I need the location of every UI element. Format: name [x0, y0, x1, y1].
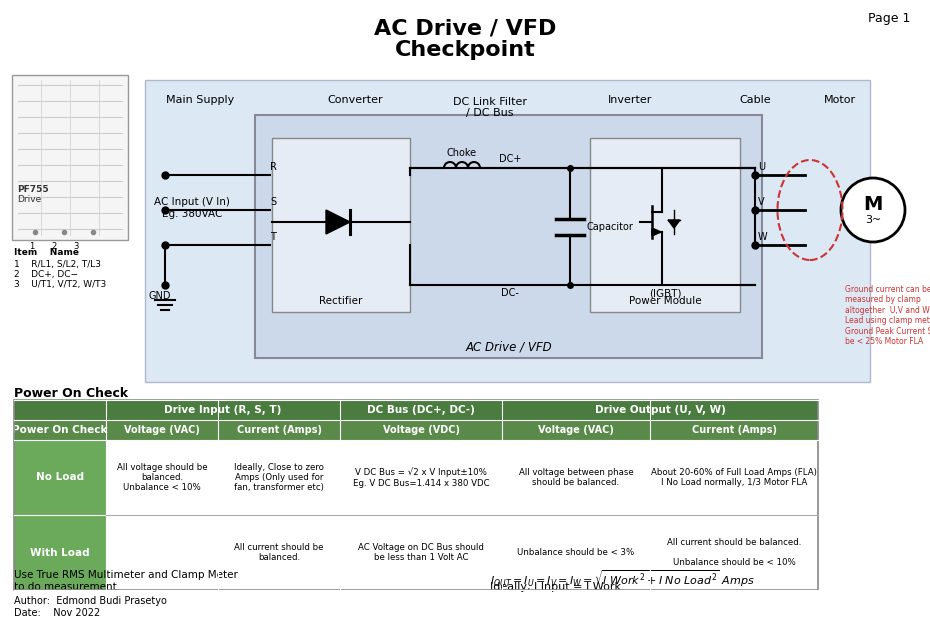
- Text: Author:  Edmond Budi Prasetyo: Author: Edmond Budi Prasetyo: [14, 596, 166, 606]
- Text: All current should be balanced.

Unbalance should be < 10%: All current should be balanced. Unbalanc…: [667, 538, 801, 567]
- Bar: [218, 440, 340, 515]
- Bar: [12, 75, 128, 240]
- Text: V: V: [758, 197, 764, 207]
- Text: (IGBT): (IGBT): [649, 288, 682, 298]
- Bar: [502, 400, 818, 420]
- Text: Drive Input (R, S, T): Drive Input (R, S, T): [165, 405, 282, 415]
- Text: Main Supply: Main Supply: [166, 95, 234, 105]
- Polygon shape: [652, 228, 661, 236]
- Text: R: R: [270, 162, 277, 172]
- Text: Ideally, I Input = I Work: Ideally, I Input = I Work: [490, 582, 621, 592]
- Text: T: T: [270, 232, 276, 242]
- Text: Page 1: Page 1: [868, 12, 910, 25]
- Text: DC Link Filter: DC Link Filter: [453, 97, 527, 107]
- Bar: [650, 515, 818, 590]
- Bar: [340, 440, 502, 515]
- Bar: [650, 440, 818, 515]
- Text: 3: 3: [73, 242, 79, 251]
- Text: Power Module: Power Module: [629, 296, 701, 306]
- Text: DC Bus (DC+, DC-): DC Bus (DC+, DC-): [367, 405, 475, 415]
- Text: Ground current can be
measured by clamp
altogether  U,V and W Motor
Lead using c: Ground current can be measured by clamp …: [845, 285, 930, 346]
- Text: Voltage (VAC): Voltage (VAC): [124, 425, 200, 435]
- Text: V DC Bus = √2 x V Input±10%
Eg. V DC Bus=1.414 x 380 VDC: V DC Bus = √2 x V Input±10% Eg. V DC Bus…: [352, 467, 489, 487]
- Text: AC Input (V In)
Eg. 380VAC: AC Input (V In) Eg. 380VAC: [154, 197, 230, 219]
- Text: Motor: Motor: [824, 95, 856, 105]
- Text: Rectifier: Rectifier: [319, 296, 363, 306]
- Text: About 20-60% of Full Load Amps (FLA)
I No Load normally, 1/3 Motor FLA: About 20-60% of Full Load Amps (FLA) I N…: [651, 468, 817, 487]
- Text: 1    R/L1, S/L2, T/L3: 1 R/L1, S/L2, T/L3: [14, 260, 101, 269]
- Text: PF755: PF755: [17, 185, 48, 194]
- Text: Capacitor: Capacitor: [586, 221, 633, 231]
- Text: DC-: DC-: [501, 288, 519, 298]
- Text: Power On Check: Power On Check: [12, 425, 108, 435]
- Text: All current should be
balanced.: All current should be balanced.: [234, 542, 324, 562]
- Bar: [340, 515, 502, 590]
- Text: Drive: Drive: [17, 195, 41, 204]
- Text: S: S: [270, 197, 276, 207]
- Text: Power On Check: Power On Check: [14, 387, 128, 400]
- Bar: [340, 400, 502, 420]
- Bar: [255, 115, 762, 358]
- Bar: [106, 400, 340, 420]
- Polygon shape: [668, 220, 680, 228]
- Text: Drive Output (U, V, W): Drive Output (U, V, W): [594, 405, 725, 415]
- Text: With Load: With Load: [30, 547, 90, 557]
- Text: 2: 2: [51, 242, 57, 251]
- Polygon shape: [326, 210, 350, 234]
- Text: / DC Bus: / DC Bus: [466, 108, 513, 118]
- Text: U: U: [758, 162, 765, 172]
- Text: GND: GND: [149, 291, 171, 301]
- Text: Choke: Choke: [447, 148, 477, 158]
- Bar: [502, 515, 650, 590]
- Text: Item    Name: Item Name: [14, 248, 79, 257]
- Text: All voltage should be
balanced.
Unbalance < 10%: All voltage should be balanced. Unbalanc…: [116, 463, 207, 492]
- Text: Use True RMS Multimeter and Clamp Meter: Use True RMS Multimeter and Clamp Meter: [14, 570, 238, 580]
- Text: 1: 1: [30, 242, 34, 251]
- Circle shape: [841, 178, 905, 242]
- Bar: [272, 138, 410, 312]
- Text: All voltage between phase
should be balanced.: All voltage between phase should be bala…: [519, 468, 633, 487]
- Bar: [502, 440, 650, 515]
- Text: Unbalance should be < 3%: Unbalance should be < 3%: [517, 548, 634, 557]
- Text: Checkpoint: Checkpoint: [394, 40, 536, 60]
- Text: AC Voltage on DC Bus should
be less than 1 Volt AC: AC Voltage on DC Bus should be less than…: [358, 542, 484, 562]
- Text: Date:    Nov 2022: Date: Nov 2022: [14, 608, 100, 618]
- Text: Current (Amps): Current (Amps): [236, 425, 322, 435]
- Text: Current (Amps): Current (Amps): [692, 425, 777, 435]
- Bar: [14, 440, 106, 515]
- Text: W: W: [758, 232, 767, 242]
- Bar: [106, 440, 218, 515]
- Text: M: M: [863, 195, 883, 215]
- Text: No Load: No Load: [36, 472, 84, 482]
- Text: Ideally, Close to zero
Amps (Only used for
fan, transformer etc): Ideally, Close to zero Amps (Only used f…: [234, 463, 324, 492]
- Bar: [340, 420, 502, 440]
- Bar: [14, 420, 106, 440]
- Text: to do measurement.: to do measurement.: [14, 582, 120, 592]
- Bar: [14, 400, 818, 590]
- Text: AC Drive / VFD: AC Drive / VFD: [465, 340, 551, 353]
- Bar: [650, 420, 818, 440]
- Text: $I_{OUT} = I_U = I_V = I_W = \sqrt{I\ Work^2 + I\ No\ Load^2}\ Amps$: $I_{OUT} = I_U = I_V = I_W = \sqrt{I\ Wo…: [490, 568, 754, 588]
- Text: DC+: DC+: [498, 154, 521, 164]
- Bar: [218, 420, 340, 440]
- Text: 3~: 3~: [865, 215, 881, 225]
- Text: Voltage (VDC): Voltage (VDC): [382, 425, 459, 435]
- Text: 2    DC+, DC−: 2 DC+, DC−: [14, 270, 78, 279]
- Text: Inverter: Inverter: [608, 95, 652, 105]
- Bar: [106, 420, 218, 440]
- Text: Converter: Converter: [327, 95, 383, 105]
- Bar: [145, 80, 870, 382]
- Text: Voltage (VAC): Voltage (VAC): [538, 425, 614, 435]
- Text: Cable: Cable: [739, 95, 771, 105]
- Text: 3    U/T1, V/T2, W/T3: 3 U/T1, V/T2, W/T3: [14, 280, 106, 289]
- Bar: [14, 400, 106, 420]
- Bar: [590, 138, 740, 312]
- Bar: [502, 420, 650, 440]
- Bar: [218, 515, 340, 590]
- Bar: [106, 515, 218, 590]
- Bar: [14, 515, 106, 590]
- Text: AC Drive / VFD: AC Drive / VFD: [374, 18, 556, 38]
